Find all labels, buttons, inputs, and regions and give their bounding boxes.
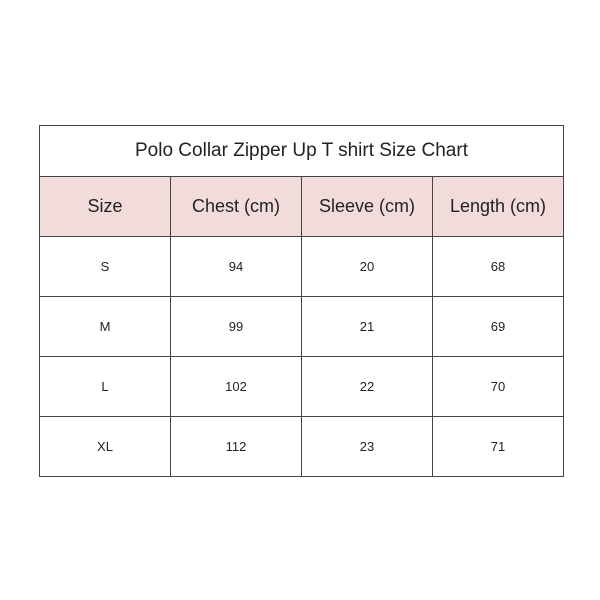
table-cell: 22 [301, 356, 433, 417]
table-cell: S [39, 236, 171, 297]
table-row: L 102 22 70 [39, 356, 564, 417]
table-cell: 68 [432, 236, 564, 297]
table-cell: 112 [170, 416, 302, 477]
column-header: Size [39, 176, 171, 237]
table-row: XL 112 23 71 [39, 416, 564, 477]
table-cell: L [39, 356, 171, 417]
table-cell: 23 [301, 416, 433, 477]
table-cell: M [39, 296, 171, 357]
table-title: Polo Collar Zipper Up T shirt Size Chart [39, 125, 564, 177]
column-header: Length (cm) [432, 176, 564, 237]
table-cell: 69 [432, 296, 564, 357]
table-cell: 99 [170, 296, 302, 357]
table-cell: 94 [170, 236, 302, 297]
table-row: M 99 21 69 [39, 296, 564, 357]
header-row: Size Chest (cm) Sleeve (cm) Length (cm) [39, 176, 564, 237]
column-header: Chest (cm) [170, 176, 302, 237]
table-cell: 21 [301, 296, 433, 357]
table-cell: 20 [301, 236, 433, 297]
table-cell: 102 [170, 356, 302, 417]
table-cell: 71 [432, 416, 564, 477]
table-cell: XL [39, 416, 171, 477]
table-cell: 70 [432, 356, 564, 417]
column-header: Sleeve (cm) [301, 176, 433, 237]
size-chart-table: Polo Collar Zipper Up T shirt Size Chart… [39, 125, 564, 477]
table-row: S 94 20 68 [39, 236, 564, 297]
